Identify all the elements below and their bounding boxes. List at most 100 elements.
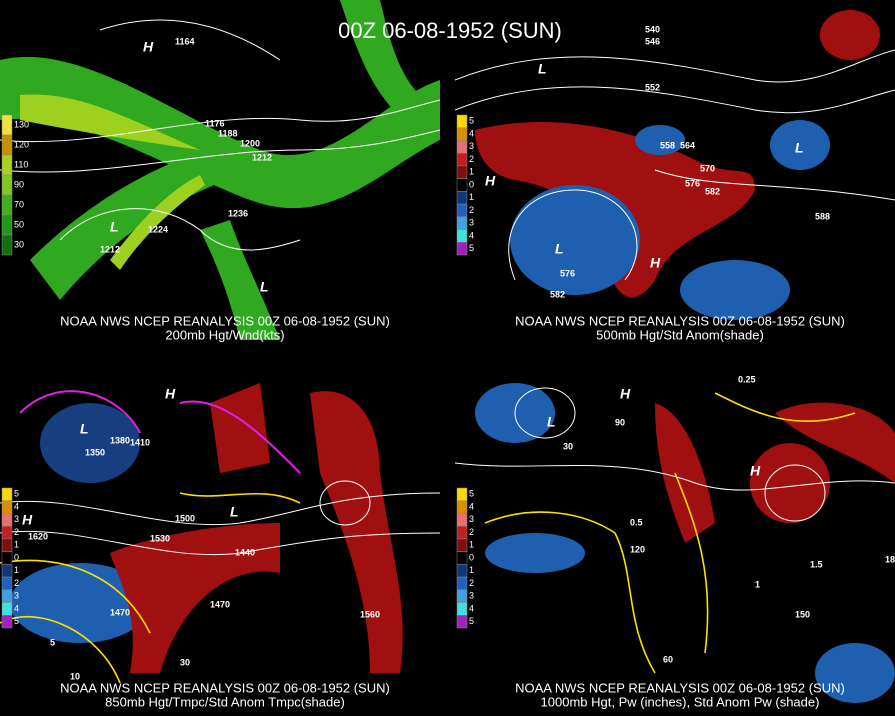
contour-label: 1410	[130, 437, 150, 447]
anomaly-positive	[310, 391, 403, 673]
anomaly-negative	[10, 563, 150, 643]
contour-label: 570	[700, 163, 715, 173]
legend-swatch	[456, 242, 468, 256]
legend-label: 2	[469, 578, 474, 588]
legend-label: 0	[14, 552, 19, 562]
contour-label: 546	[645, 36, 660, 46]
legend-label: 110	[14, 159, 28, 169]
legend-swatch	[456, 216, 468, 230]
pressure-center: H	[143, 39, 154, 55]
panel-1000mb: 0.25 0.5 1 1.5 30 60 90 120 150 180 L H H 5 4 3 2 1 0 1 2 3 4 5…	[455, 374, 895, 709]
legend-swatch	[456, 538, 468, 552]
pressure-center: H	[620, 386, 631, 402]
legend-label: 5	[14, 616, 19, 626]
contour	[764, 464, 826, 522]
legend-swatch	[456, 564, 468, 578]
contour	[0, 99, 440, 143]
caption: NOAA NWS NCEP REANALYSIS 00Z 06-08-1952 …	[515, 313, 845, 328]
legend-swatch	[456, 127, 468, 141]
legend-label: 1	[14, 565, 19, 575]
contour	[455, 86, 895, 114]
contour	[455, 49, 895, 83]
contour-label: 180	[885, 554, 895, 564]
contour-label: 1212	[100, 244, 120, 254]
legend-swatch	[456, 602, 468, 616]
legend-label: 1	[469, 565, 474, 575]
pressure-center: L	[80, 421, 89, 437]
legend-swatch	[1, 538, 13, 552]
freezing-line	[19, 390, 301, 474]
legend-label: 3	[469, 514, 474, 524]
pressure-center: H	[650, 255, 661, 271]
legend-label: 2	[14, 527, 19, 537]
contour-label: 1530	[150, 533, 170, 543]
legend-swatch	[456, 615, 468, 629]
legend-label: 4	[469, 230, 474, 240]
legend-swatch	[456, 140, 468, 154]
contour-label: 1212	[252, 152, 272, 162]
contour-label: 1380	[110, 435, 130, 445]
contour-label: 582	[550, 289, 565, 299]
contour-label: 30	[563, 441, 573, 451]
legend-swatch	[456, 513, 468, 527]
legend-label: 3	[14, 591, 19, 601]
contour-label: 90	[615, 417, 625, 427]
legend-swatch	[1, 134, 13, 156]
legend-label: 3	[14, 514, 19, 524]
pressure-center: H	[750, 463, 761, 479]
pressure-center: L	[260, 279, 269, 295]
pressure-center: L	[547, 414, 556, 430]
contour-label: 576	[685, 178, 700, 188]
contour-label: 1	[755, 579, 760, 589]
anomaly-positive	[750, 443, 830, 523]
legend-swatch	[1, 194, 13, 216]
jet-core	[110, 175, 205, 270]
contour-label: 150	[795, 609, 810, 619]
legend-swatch	[456, 191, 468, 205]
pressure-center: L	[795, 140, 804, 156]
contour	[0, 492, 440, 526]
contour-label: 1500	[175, 513, 195, 523]
legend-swatch	[456, 487, 468, 501]
anomaly-negative	[680, 260, 790, 320]
contour-label: 588	[815, 211, 830, 221]
contour-label: 1470	[110, 607, 130, 617]
legend-label: 5	[14, 489, 19, 499]
contour-label: 1440	[235, 547, 255, 557]
contour-label: 558	[660, 140, 675, 150]
legend-label: 50	[14, 219, 24, 229]
legend-label: 2	[469, 527, 474, 537]
legend-label: 1	[14, 540, 19, 550]
anomaly-positive	[820, 10, 880, 60]
anomaly-negative	[770, 120, 830, 170]
legend-swatch	[456, 114, 468, 128]
caption: 1000mb Hgt, Pw (inches), Std Anom Pw (sh…	[541, 694, 820, 709]
anomaly-negative	[815, 643, 895, 703]
caption: 850mb Hgt/Tmpc/Std Anom Tmpc(shade)	[105, 694, 345, 709]
contour-label: 1236	[228, 208, 248, 218]
contour-label: 1188	[218, 128, 238, 138]
anomaly-negative	[510, 185, 640, 295]
contour-label: 0.25	[738, 374, 756, 384]
legend-swatch	[456, 229, 468, 243]
legend-swatch	[1, 564, 13, 578]
contour-label: 5	[50, 637, 55, 647]
contour	[319, 480, 371, 526]
contour-label: 1164	[175, 36, 195, 46]
jet-area	[340, 0, 440, 140]
legend-swatch	[1, 174, 13, 196]
legend-label: 3	[469, 591, 474, 601]
legend-label: 2	[469, 154, 474, 164]
contour-label: 1350	[85, 447, 105, 457]
legend-swatch	[1, 551, 13, 565]
legend-swatch	[1, 615, 13, 629]
jet-core	[20, 94, 200, 150]
legend-swatch	[456, 178, 468, 192]
legend-swatch	[1, 114, 13, 136]
contour-label: 1200	[240, 138, 260, 148]
contour-label: 120	[630, 544, 645, 554]
title: 00Z 06-08-1952 (SUN)	[338, 18, 562, 43]
